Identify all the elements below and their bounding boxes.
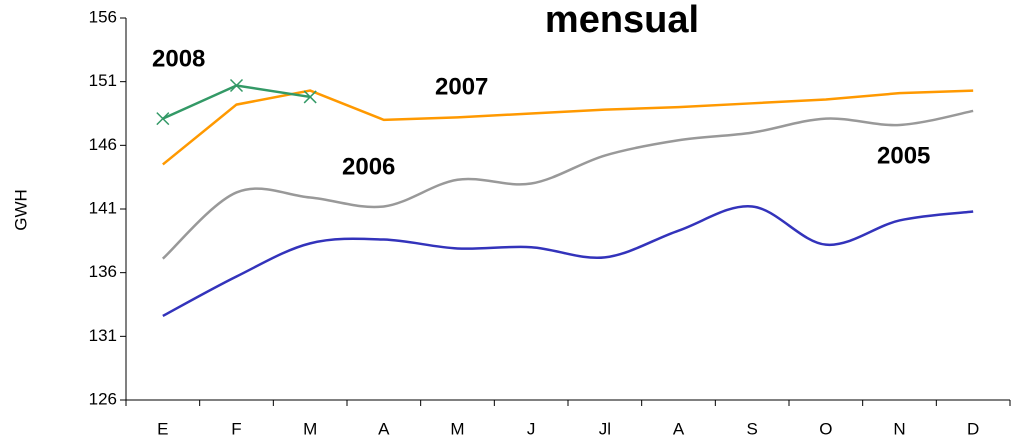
point-marker (303, 90, 317, 104)
point-marker (156, 112, 170, 126)
series-line (162, 89, 974, 166)
series-line (162, 205, 974, 318)
series-label: 2007 (435, 73, 488, 100)
y-axis-label: GWH (11, 189, 30, 231)
y-tick-label: 136 (89, 262, 117, 281)
x-tick-label: F (231, 419, 241, 438)
x-tick-label: M (450, 419, 464, 438)
x-tick-label: S (746, 419, 757, 438)
x-tick-label: M (303, 419, 317, 438)
chart-title: mensual (545, 0, 699, 41)
y-tick-label: 146 (89, 135, 117, 154)
y-tick-label: 151 (89, 71, 117, 90)
x-tick-label: D (967, 419, 979, 438)
x-tick-label: A (673, 419, 685, 438)
x-tick-label: Jl (599, 419, 611, 438)
series-line (161, 109, 974, 260)
y-tick-label: 156 (89, 7, 117, 26)
x-tick-label: A (378, 419, 390, 438)
x-tick-label: E (157, 419, 168, 438)
series-label: 2006 (342, 153, 395, 180)
y-tick-label: 131 (89, 326, 117, 345)
x-tick-label: J (527, 419, 536, 438)
series-label: 2005 (877, 142, 930, 169)
y-tick-label: 141 (89, 198, 117, 217)
series-label: 2008 (152, 45, 205, 72)
x-tick-label: N (893, 419, 905, 438)
y-tick-label: 126 (89, 389, 117, 408)
series-line (162, 84, 311, 120)
point-marker (229, 78, 244, 93)
x-tick-label: O (819, 419, 832, 438)
